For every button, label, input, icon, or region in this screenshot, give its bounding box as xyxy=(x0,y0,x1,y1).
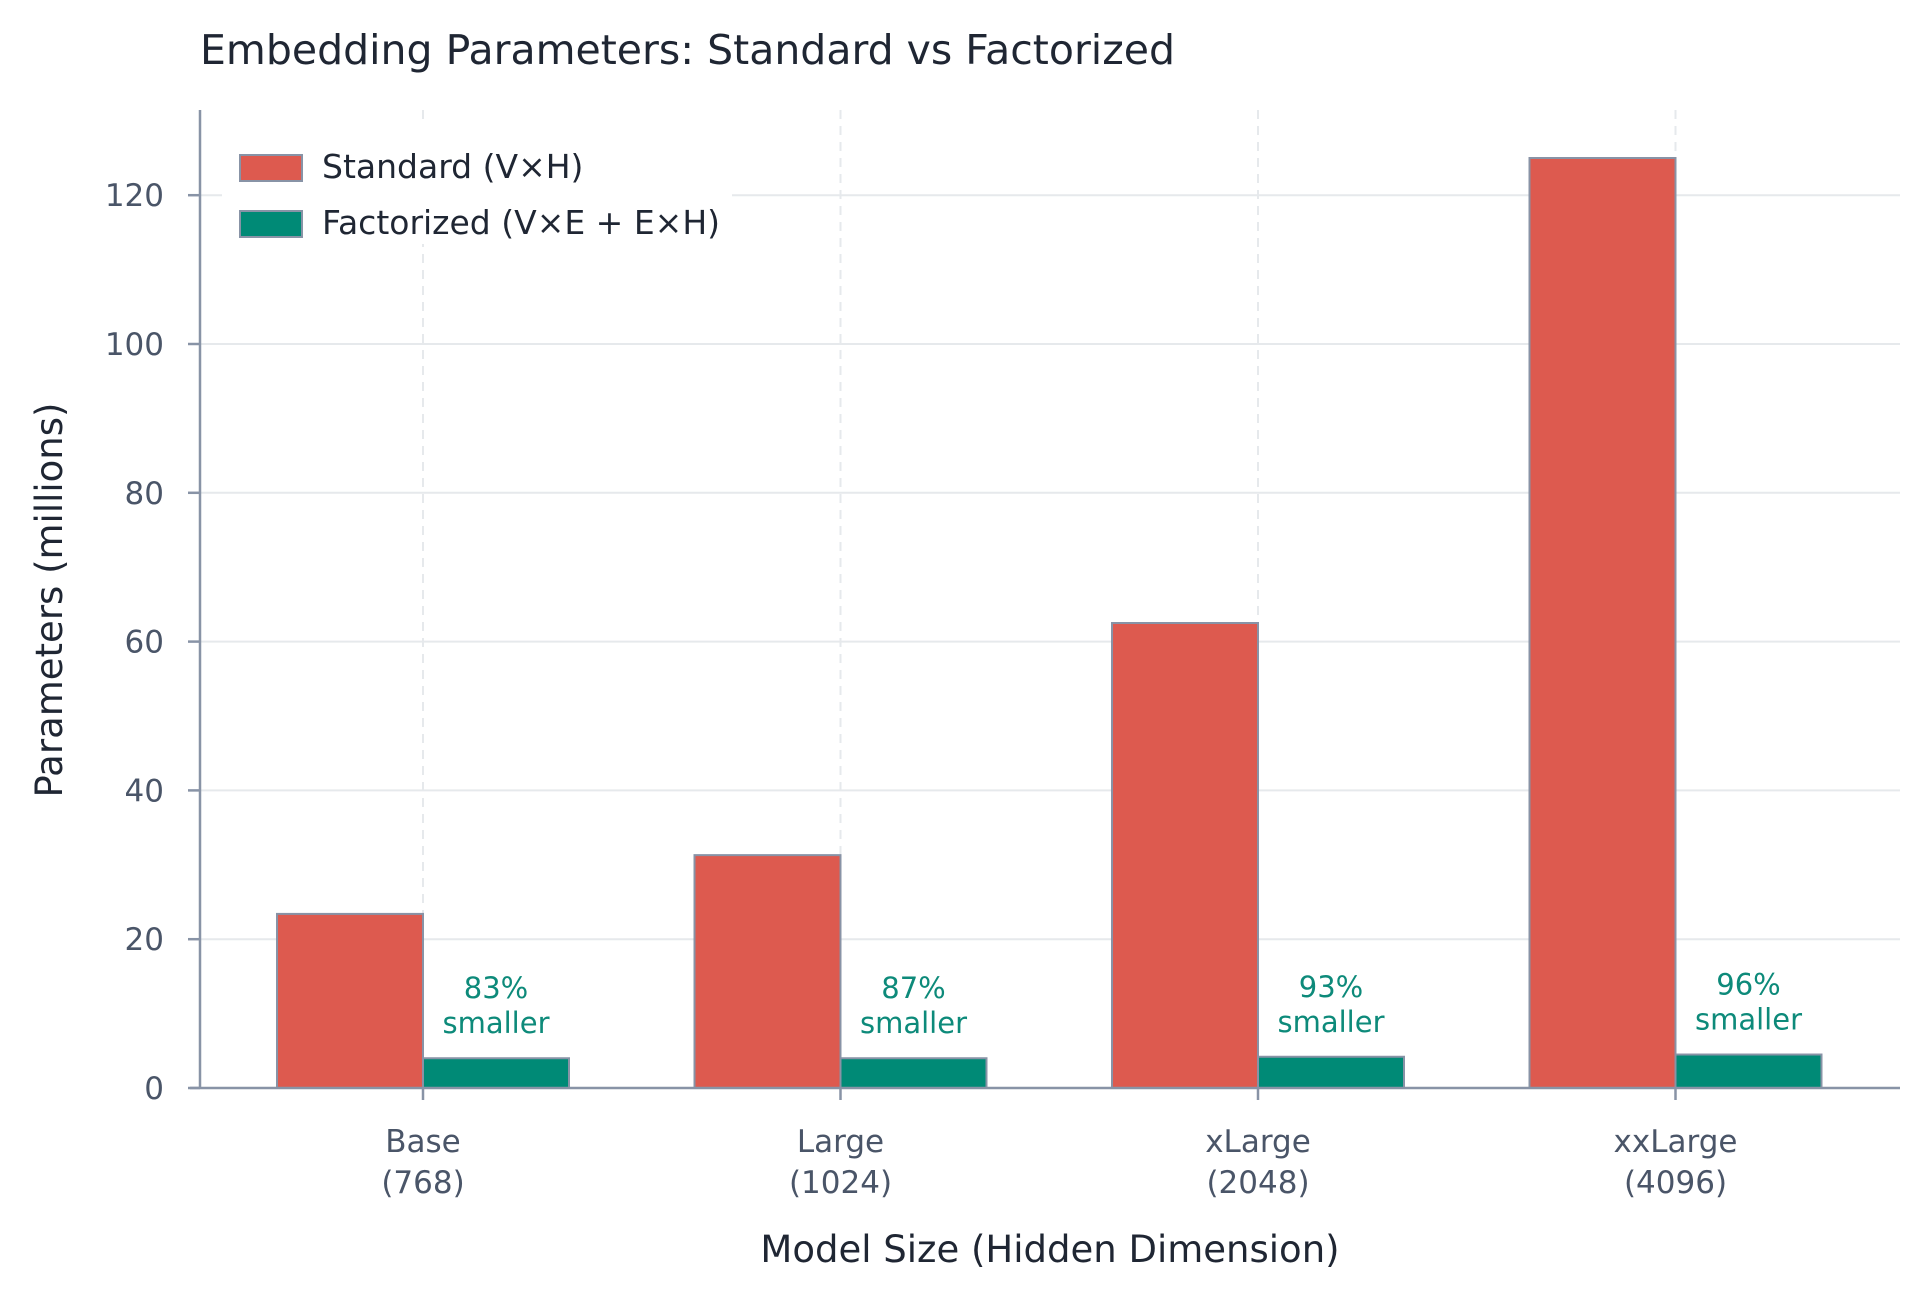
reduction-annotation-pct: 96% xyxy=(1716,968,1780,1002)
factorized-bar-0 xyxy=(422,1057,570,1089)
y-tick-label: 80 xyxy=(125,476,164,512)
labels: 0 20 40 60 80 100 120 Base (768) Large (1024) xLarg… xyxy=(28,26,1802,1271)
x-tick-label-name: Large xyxy=(797,1124,884,1160)
axes xyxy=(188,110,1900,1100)
reduction-annotation-pct: 93% xyxy=(1299,970,1363,1004)
y-tick-label: 20 xyxy=(125,922,164,958)
reduction-annotation-text: smaller xyxy=(1695,1003,1802,1037)
x-axis-title: Model Size (Hidden Dimension) xyxy=(760,1228,1339,1271)
legend-box xyxy=(222,126,732,244)
reduction-annotation-text: smaller xyxy=(442,1006,549,1040)
y-tick-label: 60 xyxy=(125,625,164,661)
standard-bar-2 xyxy=(1111,622,1259,1089)
factorized-bar-1 xyxy=(839,1057,988,1089)
x-tick-label-dim: (4096) xyxy=(1624,1165,1727,1201)
y-tick-label: 120 xyxy=(105,178,164,214)
factorized-bar-2 xyxy=(1257,1055,1405,1089)
y-tick-label: 100 xyxy=(105,327,164,363)
reduction-annotation-text: smaller xyxy=(1277,1005,1384,1039)
standard-bar-0 xyxy=(276,912,424,1089)
standard-legend-swatch xyxy=(239,154,303,182)
y-axis-title: Parameters (millions) xyxy=(28,403,71,798)
x-tick-label-name: Base xyxy=(385,1124,461,1160)
x-tick-label-name: xxLarge xyxy=(1614,1124,1738,1160)
legend-label: Factorized (V×E + E×H) xyxy=(322,203,720,242)
x-tick-label-dim: (2048) xyxy=(1206,1165,1309,1201)
chart-title: Embedding Parameters: Standard vs Factor… xyxy=(200,26,1175,74)
factorized-bar-3 xyxy=(1674,1053,1823,1090)
bars xyxy=(276,157,1823,1090)
reduction-annotation-pct: 87% xyxy=(881,971,945,1005)
legend-label: Standard (V×H) xyxy=(322,147,583,186)
standard-bar-3 xyxy=(1528,157,1677,1089)
standard-bar-1 xyxy=(693,854,842,1089)
y-tick-label: 40 xyxy=(125,773,164,809)
x-tick-label-name: xLarge xyxy=(1205,1124,1311,1160)
legend: Standard (V×H) Factorized (V×E + E×H) xyxy=(222,126,732,244)
y-tick-label: 0 xyxy=(144,1071,164,1107)
reduction-annotation-text: smaller xyxy=(860,1006,967,1040)
factorized-legend-swatch xyxy=(239,210,303,238)
x-tick-label-dim: (1024) xyxy=(789,1165,892,1201)
x-tick-label-dim: (768) xyxy=(381,1165,464,1201)
reduction-annotation-pct: 83% xyxy=(464,971,528,1005)
